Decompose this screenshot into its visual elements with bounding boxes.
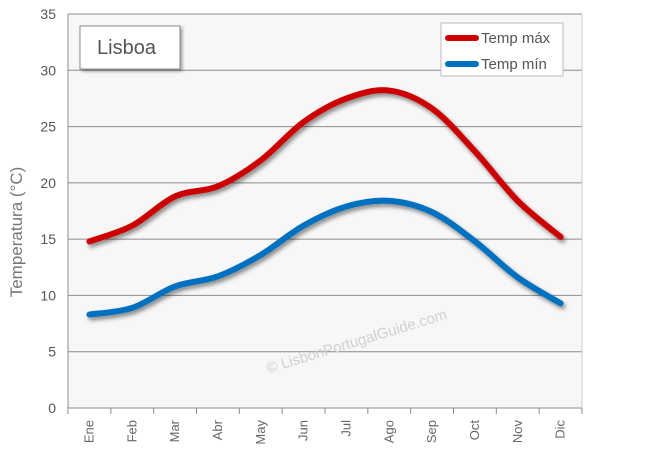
x-tick-label-sep: Sep [424, 420, 439, 443]
y-axis-tick-labels: 0 5 10 15 20 25 30 35 [40, 6, 56, 416]
x-tick-label-abr: Abr [210, 419, 225, 440]
x-tick-label-jul: Jul [338, 420, 353, 437]
data-point-min-jun [302, 224, 306, 228]
x-tick-label-feb: Feb [124, 420, 139, 442]
data-point-max-jun [302, 120, 306, 124]
y-tick-label-10: 10 [40, 287, 56, 303]
data-point-min-abr [216, 274, 220, 278]
legend-frame [440, 22, 564, 77]
data-point-min-mar [173, 284, 177, 288]
data-point-min-dic [559, 301, 563, 305]
data-point-max-may [259, 158, 263, 162]
x-tick-label-mar: Mar [167, 419, 182, 442]
data-point-max-dic [559, 235, 563, 239]
legend-label-temp-max: Temp máx [481, 30, 551, 47]
data-point-max-sep [430, 107, 434, 111]
y-tick-label-25: 25 [40, 119, 56, 135]
data-point-max-abr [216, 184, 220, 188]
y-tick-label-0: 0 [48, 400, 56, 416]
x-tick-label-jun: Jun [296, 420, 311, 441]
x-tick-label-oct: Oct [467, 420, 482, 441]
y-tick-label-35: 35 [40, 6, 56, 22]
data-point-max-nov [516, 199, 520, 203]
x-tick-label-ago: Ago [381, 420, 396, 443]
data-point-max-ago [387, 89, 391, 93]
x-tick-label-ene: Ene [81, 420, 96, 443]
title-box-frame [79, 25, 181, 70]
data-point-min-oct [473, 239, 477, 243]
y-tick-label-20: 20 [40, 175, 56, 191]
y-tick-label-15: 15 [40, 231, 56, 247]
series-line-temp-max [86, 87, 564, 245]
data-point-min-may [259, 253, 263, 257]
series-line-temp-min [86, 197, 564, 318]
data-point-min-feb [130, 306, 134, 310]
data-point-min-jul [344, 204, 348, 208]
y-tick-label-5: 5 [48, 344, 56, 360]
data-point-min-ene [87, 313, 91, 317]
data-point-max-ene [87, 239, 91, 243]
data-point-max-jul [344, 96, 348, 100]
x-axis: Ene Feb Mar Abr May Jun Jul Ago Sep Oct Nov Dic [67, 408, 583, 445]
x-tick-label-nov: Nov [510, 420, 525, 444]
x-tick-label-dic: Dic [553, 420, 568, 439]
title-box: Lisboa [79, 25, 181, 70]
data-point-max-oct [473, 149, 477, 153]
data-point-max-feb [130, 224, 134, 228]
x-tick-label-may: May [253, 420, 268, 445]
data-point-min-ago [387, 199, 391, 203]
legend-label-temp-min: Temp mín [481, 56, 547, 73]
y-axis-title: Temperatura (°C) [7, 167, 26, 298]
y-tick-label-30: 30 [40, 62, 56, 78]
data-point-min-sep [430, 210, 434, 214]
data-point-max-mar [173, 194, 177, 198]
legend: Temp máx Temp mín [440, 22, 564, 77]
series-lines [86, 87, 564, 318]
data-point-min-nov [516, 275, 520, 279]
title-box-label: Lisboa [97, 37, 157, 59]
